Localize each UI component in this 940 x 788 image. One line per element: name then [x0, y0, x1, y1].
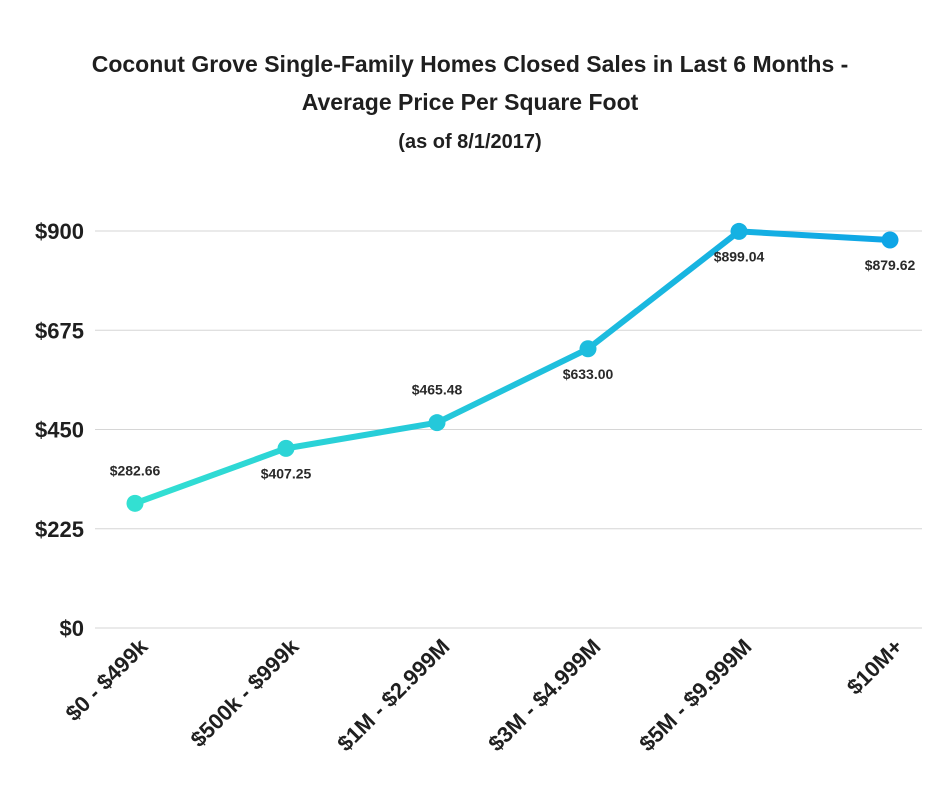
y-tick-label: $225 [35, 517, 84, 542]
data-point [126, 494, 144, 512]
y-tick-label: $900 [35, 219, 84, 244]
data-points [126, 222, 899, 512]
x-axis-ticks: $0 - $499k $500k - $999k $1M - $2.999M $3M … [60, 633, 907, 756]
series-line [132, 228, 893, 507]
chart-title: Coconut Grove Single-Family Homes Closed… [92, 51, 849, 77]
x-tick-label: $1M - $2.999M [332, 634, 454, 756]
y-tick-label: $675 [35, 318, 84, 343]
chart-title-line2: Average Price Per Square Foot [302, 89, 639, 115]
data-point [277, 439, 295, 457]
x-tick-label: $5M - $9.999M [634, 634, 756, 756]
data-point [730, 222, 748, 240]
data-labels: $282.66 $407.25 $465.48 $633.00 $899.04 $879.… [110, 248, 916, 481]
x-tick-label: $500k - $999k [186, 633, 305, 752]
data-point [881, 231, 899, 249]
series-line-group [132, 228, 893, 507]
data-label: $899.04 [714, 248, 765, 264]
x-tick-label: $0 - $499k [60, 633, 153, 726]
data-point [428, 414, 446, 432]
data-label: $465.48 [412, 382, 463, 398]
data-label: $633.00 [563, 366, 614, 382]
x-tick-label: $3M - $4.999M [483, 634, 605, 756]
data-label: $282.66 [110, 462, 161, 478]
gridlines [95, 230, 922, 629]
data-point [579, 340, 597, 358]
data-label: $407.25 [261, 465, 312, 481]
x-tick-label: $10M+ [842, 634, 908, 700]
chart-subtitle: (as of 8/1/2017) [398, 131, 541, 153]
y-tick-label: $450 [35, 418, 84, 443]
y-axis-ticks: $0 $225 $450 $675 $900 [35, 219, 84, 641]
data-label: $879.62 [865, 257, 916, 273]
y-tick-label: $0 [60, 616, 84, 641]
